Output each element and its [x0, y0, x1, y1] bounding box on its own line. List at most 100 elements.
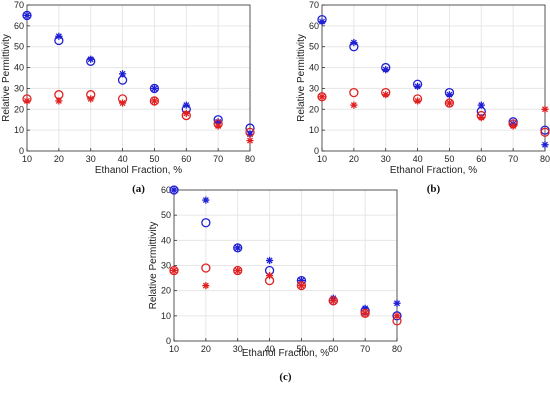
y-tick-label: 20 [161, 286, 171, 296]
asterisk-stroke [446, 91, 453, 98]
x-tick-label: 50 [296, 344, 306, 354]
data-point-asterisk [182, 101, 190, 109]
panel-label: (b) [427, 183, 441, 195]
asterisk-stroke [350, 39, 357, 46]
asterisk-stroke [319, 93, 325, 100]
data-point-asterisk [23, 11, 31, 20]
data-point-asterisk [170, 266, 178, 275]
x-tick-label: 20 [201, 344, 211, 354]
data-point-asterisk [329, 297, 337, 305]
data-point-asterisk [87, 95, 95, 103]
asterisk-stroke [478, 102, 485, 109]
data-point-asterisk [150, 84, 159, 93]
data-point-asterisk [118, 99, 127, 107]
data-point-asterisk [477, 101, 485, 109]
x-tick-label: 30 [86, 154, 96, 164]
x-axis-label: Ethanol Fraction, % [242, 348, 329, 359]
asterisk-stroke [362, 310, 369, 317]
x-tick-label: 80 [540, 154, 550, 164]
y-tick-label: 10 [309, 125, 319, 135]
asterisk-stroke [266, 272, 273, 279]
asterisk-stroke [234, 267, 241, 274]
y-tick-label: 50 [14, 42, 24, 52]
asterisk-stroke [382, 91, 389, 98]
asterisk-stroke [414, 83, 421, 90]
asterisk-stroke [542, 141, 548, 148]
data-point-circle [349, 87, 359, 98]
x-tick-label: 50 [149, 154, 159, 164]
x-tick-label: 40 [265, 344, 275, 354]
data-point-asterisk [350, 38, 358, 47]
data-point-asterisk [318, 93, 326, 101]
asterisk-stroke [330, 297, 337, 304]
y-tick-label: 50 [161, 210, 171, 220]
y-tick-label: 10 [161, 311, 171, 321]
y-tick-label: 60 [309, 21, 319, 31]
x-tick-label: 70 [508, 154, 518, 164]
plot-frame [26, 4, 251, 152]
y-tick-label: 60 [161, 185, 171, 195]
y-tick-label: 30 [14, 83, 24, 93]
data-point-asterisk [413, 82, 422, 90]
data-point-circle [328, 296, 338, 306]
asterisk-stroke [382, 66, 389, 73]
x-tick-label: 70 [213, 154, 223, 164]
y-tick-label: 70 [14, 0, 24, 10]
x-tick-label: 60 [476, 154, 486, 164]
data-point-asterisk [382, 91, 390, 99]
x-axis-label: Ethanol Fraction, % [390, 165, 477, 176]
plot-frame [321, 4, 546, 152]
data-point-circle [169, 265, 179, 276]
data-point-circle [233, 243, 243, 253]
asterisk-stroke [24, 97, 30, 104]
asterisk-stroke [202, 197, 209, 204]
y-tick-label: 0 [166, 336, 171, 346]
x-tick-label: 30 [381, 154, 391, 164]
asterisk-stroke [350, 102, 357, 109]
asterisk-stroke [266, 257, 273, 264]
asterisk-stroke [446, 100, 453, 107]
data-point-asterisk [382, 66, 390, 74]
x-tick-label: 10 [22, 154, 32, 164]
y-tick-label: 20 [14, 104, 24, 114]
x-tick-label: 10 [317, 154, 327, 164]
y-tick-label: 40 [309, 63, 319, 73]
panel-label: (a) [132, 183, 145, 195]
data-point-circle [392, 311, 402, 321]
panel-label: (c) [279, 371, 292, 383]
asterisk-stroke [87, 95, 94, 102]
asterisk-stroke [24, 12, 30, 19]
asterisk-stroke [234, 244, 241, 251]
y-axis-label: Relative Permittivity [296, 34, 307, 122]
x-tick-label: 80 [392, 344, 402, 354]
data-point-circle [296, 280, 307, 291]
data-point-asterisk [361, 309, 369, 317]
x-tick-label: 20 [349, 154, 359, 164]
data-point-asterisk [393, 299, 401, 307]
asterisk-stroke [394, 312, 400, 319]
asterisk-stroke [319, 18, 325, 25]
data-point-asterisk [477, 114, 485, 122]
data-point-asterisk [150, 97, 159, 105]
y-tick-label: 40 [14, 63, 24, 73]
asterisk-stroke [414, 97, 421, 104]
x-tick-label: 60 [328, 344, 338, 354]
x-tick-label: 20 [54, 154, 64, 164]
data-point-asterisk [202, 282, 210, 290]
data-point-asterisk [234, 266, 242, 275]
asterisk-stroke [55, 33, 62, 40]
data-point-asterisk [541, 141, 549, 149]
asterisk-stroke [542, 106, 548, 113]
asterisk-stroke [394, 300, 400, 307]
asterisk-stroke [55, 97, 62, 104]
y-tick-label: 0 [314, 146, 319, 156]
data-point-asterisk [234, 244, 242, 252]
y-tick-label: 70 [309, 0, 319, 10]
data-point-circle [317, 92, 327, 102]
data-point-circle [233, 265, 243, 276]
data-point-asterisk [318, 18, 326, 26]
data-point-asterisk [55, 97, 63, 105]
asterisk-stroke [119, 70, 126, 77]
data-point-asterisk [445, 91, 454, 99]
